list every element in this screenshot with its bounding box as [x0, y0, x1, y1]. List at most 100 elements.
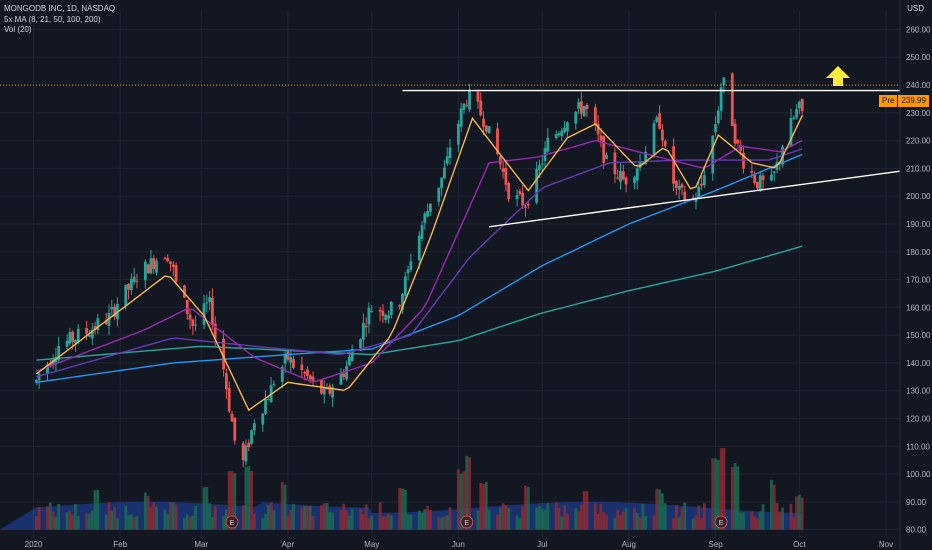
volume-bar [674, 504, 678, 530]
candle-body [613, 152, 617, 175]
y-tick-label: 260.00 [906, 25, 931, 34]
candle-body [359, 339, 362, 349]
volume-bar [149, 507, 153, 530]
volume-bar [166, 514, 170, 530]
volume-bar [593, 503, 597, 530]
volume-bar [205, 486, 209, 530]
candle-body [135, 280, 139, 282]
x-tick-label: Feb [113, 540, 127, 549]
candle-body [252, 423, 256, 431]
chart-legend: MONGODB INC, 1D, NASDAQ 5x MA (8, 21, 50… [4, 4, 115, 36]
volume-bar [484, 481, 488, 530]
candle-body [381, 310, 385, 316]
candle-body [445, 156, 449, 164]
volume-bar [90, 510, 94, 530]
volume-bar [132, 517, 136, 530]
candle-body [476, 91, 480, 102]
volume-bar [191, 515, 195, 530]
volume-bar [34, 516, 38, 530]
candle-body [429, 203, 432, 212]
volume-bar [521, 506, 525, 530]
volume-bar [602, 512, 606, 530]
ma-legend[interactable]: 5x MA (8, 21, 50, 100, 200) [4, 14, 101, 24]
candle-body [443, 167, 446, 179]
x-tick-label: 2020 [25, 540, 43, 549]
up-arrow-icon [826, 66, 850, 86]
volume-bar [683, 502, 687, 530]
candle-body [465, 104, 469, 106]
volume-bar [795, 496, 798, 530]
volume-bar [76, 516, 80, 530]
chart-grid [0, 10, 900, 538]
candle-body [504, 167, 508, 185]
candle-body [211, 297, 214, 325]
symbol-title[interactable]: MONGODB INC, 1D, NASDAQ [4, 4, 116, 13]
candle-body [398, 305, 402, 307]
candle-body [85, 328, 89, 334]
volume-bar [378, 502, 382, 530]
candle-body [76, 328, 80, 343]
volume-bar [370, 516, 374, 530]
volume-bar [507, 507, 511, 530]
volume-bar [770, 479, 773, 530]
volume-bar [582, 491, 586, 530]
volume-bar [443, 516, 446, 530]
support-trendline [489, 170, 901, 228]
volume-bar [211, 517, 214, 530]
volume-bar [283, 484, 287, 530]
volume-bar [51, 511, 55, 530]
volume-bar [635, 512, 639, 530]
volume-bar [339, 510, 343, 530]
volume-legend[interactable]: Vol (20) [4, 25, 32, 34]
candle-body [579, 101, 583, 114]
candle-body [459, 108, 463, 127]
candle-body [222, 339, 226, 370]
premarket-price-badge: Pre 239.99 [879, 95, 929, 107]
volume-bar [565, 513, 569, 530]
candle-body [582, 106, 586, 116]
candle-body [739, 145, 743, 151]
candle-body [286, 351, 290, 360]
candle-body [367, 307, 371, 325]
volume-bar [722, 447, 726, 530]
candle-body [468, 89, 471, 110]
volume-bar [526, 486, 530, 530]
volume-bar [761, 504, 765, 530]
premarket-value: 239.99 [897, 95, 929, 107]
volume-bar [88, 514, 91, 530]
y-tick-label: 210.00 [906, 164, 931, 173]
volume-bar [613, 517, 617, 530]
volume-bar [227, 471, 231, 530]
volume-bar [174, 504, 178, 530]
y-tick-label: 100.00 [906, 470, 931, 479]
candle-body [113, 306, 116, 317]
volume-bar [716, 459, 720, 530]
candle-body [540, 163, 544, 165]
candle-body [132, 276, 136, 283]
volume-bar [300, 508, 304, 530]
currency-label: USD [907, 4, 924, 13]
candle-body [308, 375, 312, 380]
candle-body [74, 339, 77, 343]
volume-bar [616, 509, 620, 530]
candle-body [501, 168, 505, 172]
candle-body [93, 326, 97, 330]
candle-body [96, 318, 100, 331]
earnings-marker-icon [225, 515, 239, 529]
volume-bar [579, 504, 583, 530]
candle-body [638, 160, 642, 168]
candle-body [524, 206, 527, 208]
volume-bar [68, 510, 72, 530]
candle-body [364, 325, 368, 328]
volume-bar [448, 507, 452, 530]
candle-body [146, 264, 150, 274]
y-tick-label: 190.00 [906, 220, 931, 229]
volume-bar [345, 510, 348, 530]
volume-bar [694, 515, 698, 530]
volume-bar [350, 508, 354, 530]
volume-bar [563, 504, 566, 530]
volume-bar [171, 502, 175, 530]
volume-bar [143, 492, 147, 530]
